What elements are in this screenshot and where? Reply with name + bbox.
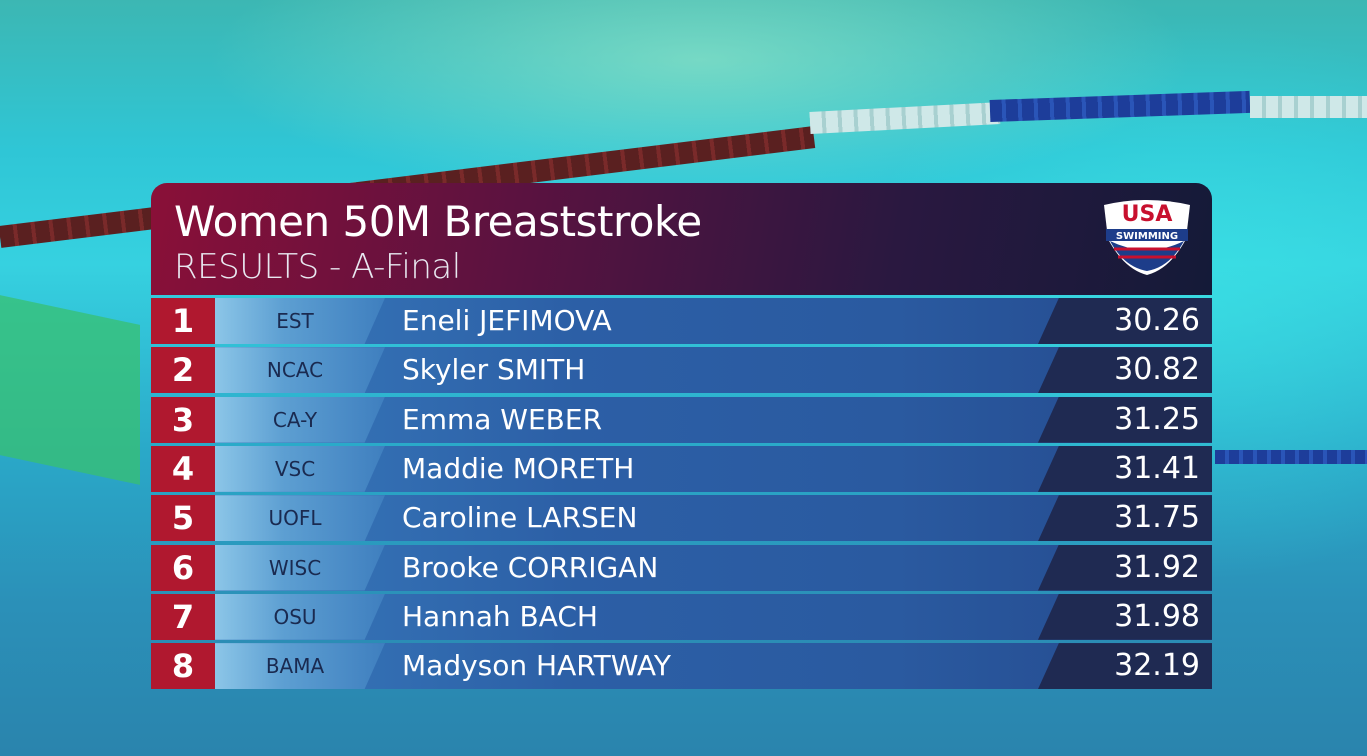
lane-rope <box>809 102 1001 134</box>
team: VSC <box>215 445 385 492</box>
swimmer-name: Hannah BACH <box>402 599 598 633</box>
team: OSU <box>215 593 385 640</box>
place: 3 <box>151 396 215 443</box>
swimmer-name: Caroline LARSEN <box>402 501 638 535</box>
team: UOFL <box>215 495 385 542</box>
place: 6 <box>151 544 215 591</box>
place: 1 <box>151 298 215 344</box>
result-row: 3 CA-Y Emma WEBER 31.25 <box>151 396 1212 443</box>
result-row: 1 EST Eneli JEFIMOVA 30.26 <box>151 298 1212 344</box>
time: 32.19 <box>1038 643 1212 690</box>
lane-rope <box>989 90 1251 122</box>
time: 31.98 <box>1038 593 1212 640</box>
result-row: 2 NCAC Skyler SMITH 30.82 <box>151 347 1212 394</box>
swimmer-name: Skyler SMITH <box>402 353 586 387</box>
result-row: 4 VSC Maddie MORETH 31.41 <box>151 445 1212 492</box>
header: Women 50M Breaststroke RESULTS - A-Final… <box>151 183 1212 295</box>
result-row: 6 WISC Brooke CORRIGAN 31.92 <box>151 544 1212 591</box>
time: 31.25 <box>1038 396 1212 443</box>
team: WISC <box>215 544 385 591</box>
time: 30.26 <box>1038 298 1212 344</box>
time: 30.82 <box>1038 347 1212 394</box>
team: NCAC <box>215 347 385 394</box>
swimmer-name: Madyson HARTWAY <box>402 649 671 683</box>
time: 31.92 <box>1038 544 1212 591</box>
place: 5 <box>151 495 215 542</box>
pool-wall <box>0 295 140 485</box>
place: 2 <box>151 347 215 394</box>
subtitle: RESULTS - A-Final <box>174 247 461 287</box>
lane-rope <box>1215 450 1367 464</box>
swimmer-name: Eneli JEFIMOVA <box>402 304 612 337</box>
logo-swimming: SWIMMING <box>1116 231 1178 242</box>
result-row: 8 BAMA Madyson HARTWAY 32.19 <box>151 643 1212 690</box>
usa-swimming-logo: USA SWIMMING <box>1104 200 1190 275</box>
team: BAMA <box>215 643 385 690</box>
result-row: 5 UOFL Caroline LARSEN 31.75 <box>151 495 1212 542</box>
swimmer-name: Emma WEBER <box>402 402 603 436</box>
place: 7 <box>151 593 215 640</box>
place: 8 <box>151 643 215 690</box>
result-row: 7 OSU Hannah BACH 31.98 <box>151 593 1212 640</box>
swimmer-name: Brooke CORRIGAN <box>402 550 659 584</box>
logo-usa: USA <box>1122 202 1173 227</box>
swimmer-name: Maddie MORETH <box>402 451 635 485</box>
title: Women 50M Breaststroke <box>174 197 702 246</box>
time: 31.41 <box>1038 445 1212 492</box>
lane-rope <box>1250 96 1367 118</box>
team: EST <box>215 298 385 344</box>
time: 31.75 <box>1038 495 1212 542</box>
team: CA-Y <box>215 396 385 443</box>
place: 4 <box>151 445 215 492</box>
